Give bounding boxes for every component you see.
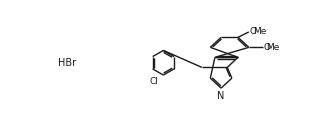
Text: O: O xyxy=(263,43,270,52)
Text: Me: Me xyxy=(253,28,266,36)
Text: HBr: HBr xyxy=(58,58,76,68)
Text: Cl: Cl xyxy=(149,77,158,86)
Text: N: N xyxy=(217,91,225,101)
Text: Me: Me xyxy=(266,43,280,52)
Text: O: O xyxy=(250,28,257,36)
